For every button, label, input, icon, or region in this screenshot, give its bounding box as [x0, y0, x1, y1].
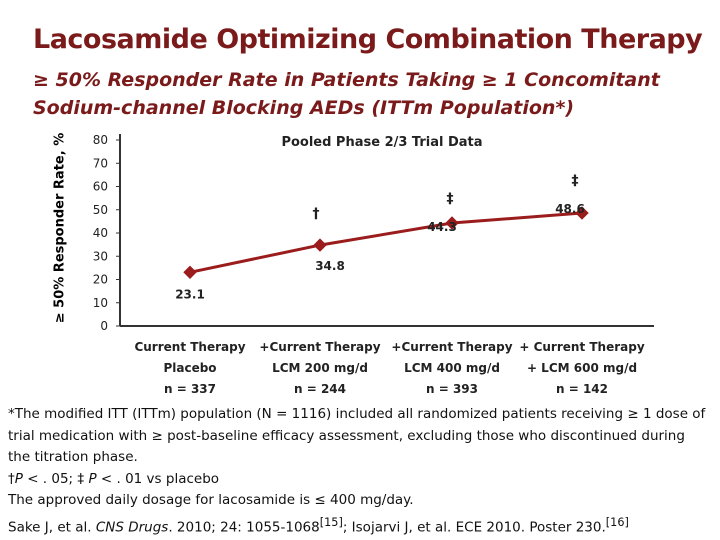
data-label: 23.1	[175, 287, 205, 301]
cite-part-a: Sake J, et al.	[8, 519, 96, 535]
cite-ref-2: [16]	[605, 515, 629, 529]
y-tick-label: 40	[93, 226, 108, 240]
x-category-label-line: n = 142	[556, 382, 608, 396]
x-category-label-line: +Current Therapy	[391, 340, 512, 354]
data-label: 48.6	[555, 202, 585, 216]
dagger-symbol: †	[8, 470, 15, 487]
x-category-label-line: + LCM 600 mg/d	[527, 361, 637, 375]
x-category-label-line: LCM 200 mg/d	[272, 361, 368, 375]
x-category-label-line: n = 244	[294, 382, 346, 396]
cite-ref-1: [15]	[319, 515, 343, 529]
y-tick-label: 30	[93, 249, 108, 263]
data-point-marker	[575, 206, 589, 220]
footnote-significance: †P < . 05; ‡ P < . 01 vs placebo	[8, 469, 708, 491]
citation: Sake J, et al. CNS Drugs. 2010; 24: 1055…	[8, 512, 708, 539]
cite-part-b: . 2010; 24: 1055-1068	[168, 519, 320, 535]
x-category-label-line: Placebo	[163, 361, 216, 375]
data-point-marker	[313, 238, 327, 252]
slide-title: Lacosamide Optimizing Combination Therap…	[33, 24, 703, 55]
series-line	[189, 211, 583, 274]
footnote-dosage: The approved daily dosage for lacosamide…	[8, 492, 414, 508]
footnote-itt: *The modified ITT (ITTm) population (N =…	[8, 406, 706, 465]
x-category-label-line: LCM 400 mg/d	[404, 361, 500, 375]
cite-journal: CNS Drugs	[95, 519, 169, 535]
chart-axes: 0 10 20 30 40 50 60 70 80	[93, 133, 654, 333]
x-category-label-line: +Current Therapy	[259, 340, 380, 354]
chart-labels: Pooled Phase 2/3 Trial Data Current Thera…	[134, 135, 644, 396]
y-tick-label: 10	[93, 296, 108, 310]
cite-part-c: ; Isojarvi J, et al. ECE 2010. Poster 23…	[342, 519, 606, 535]
chart-title: Pooled Phase 2/3 Trial Data	[281, 135, 482, 150]
y-tick-label: 50	[93, 203, 108, 217]
x-category-label-line: n = 393	[426, 382, 478, 396]
slide-subtitle: ≥ 50% Responder Rate in Patients Taking …	[33, 69, 660, 119]
responder-rate-chart: 0 10 20 30 40 50 60 70 80 Pooled Phase 2/3 Trial…	[93, 133, 654, 396]
y-tick-label: 0	[100, 319, 108, 333]
sig-end-text: < . 01 vs placebo	[96, 470, 220, 487]
footnotes: *The modified ITT (ITTm) population (N =…	[8, 404, 708, 539]
p-symbol-2: P	[88, 470, 97, 487]
y-tick-label: 80	[93, 133, 108, 147]
x-category-label-line: Current Therapy	[134, 340, 245, 354]
y-tick-label: 60	[93, 180, 108, 194]
data-point-marker	[183, 265, 197, 279]
data-point-marker	[445, 216, 459, 230]
p-symbol-1: P	[14, 470, 23, 487]
x-category-label-line: + Current Therapy	[519, 340, 644, 354]
data-label: 44.3	[427, 220, 457, 234]
significance-marker: ‡	[572, 173, 579, 189]
y-tick-label: 20	[93, 273, 108, 287]
significance-marker: ‡	[447, 191, 454, 207]
x-category-label-line: n = 337	[164, 382, 216, 396]
chart-marks	[183, 206, 589, 279]
sig-mid-text: < . 05; ‡	[22, 470, 89, 487]
data-label: 34.8	[315, 259, 345, 273]
significance-marker: †	[313, 206, 320, 222]
y-tick-label: 70	[93, 156, 108, 170]
